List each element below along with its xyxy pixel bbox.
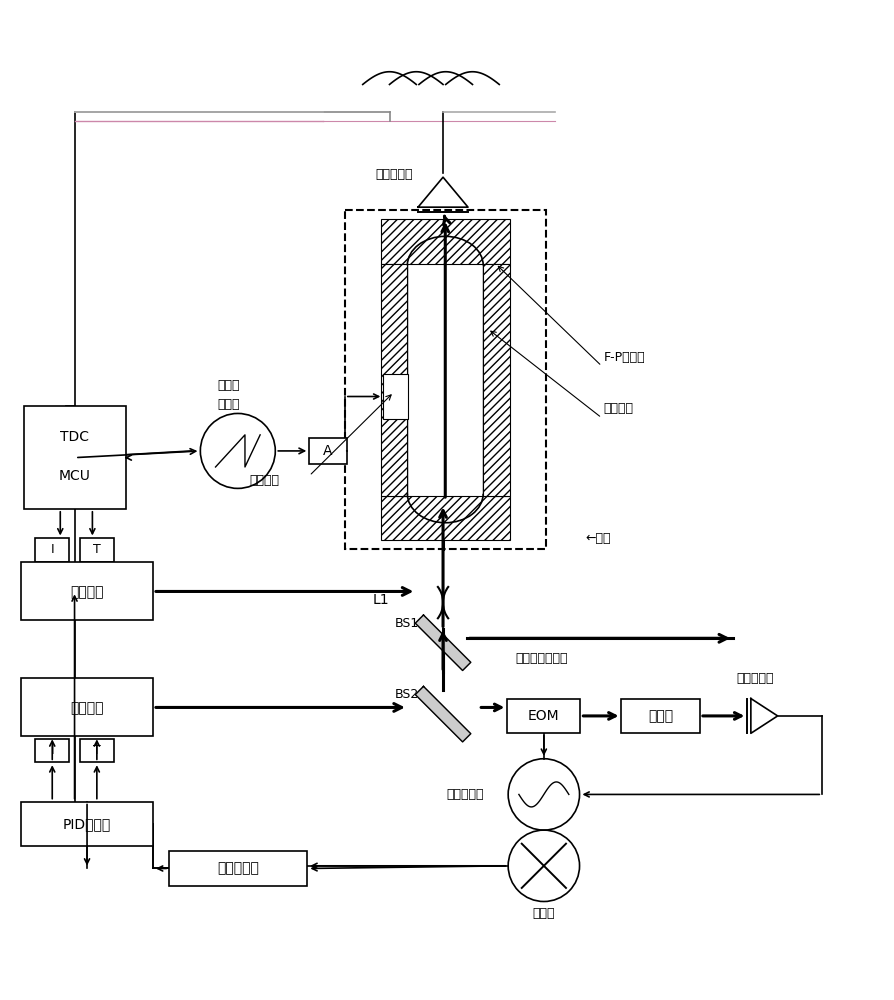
Text: ←光阑: ←光阑 (586, 532, 611, 545)
Text: EOM: EOM (527, 709, 559, 723)
Bar (23, 406, 126, 509)
Bar (21, 802, 153, 846)
Text: 本地振荡器: 本地振荡器 (446, 788, 484, 801)
Text: 从激光器: 从激光器 (71, 585, 104, 599)
Text: 低通滤波器: 低通滤波器 (216, 861, 258, 875)
Text: 锯齿波: 锯齿波 (217, 379, 240, 392)
Bar (380, 496, 510, 540)
Bar (35, 538, 69, 562)
Bar (380, 219, 510, 264)
Polygon shape (415, 615, 470, 671)
Bar (380, 264, 407, 496)
Text: PID控制器: PID控制器 (63, 817, 111, 831)
Bar (80, 739, 114, 762)
Bar (169, 851, 307, 886)
Bar (80, 538, 114, 562)
Bar (308, 438, 346, 464)
Bar (344, 210, 545, 549)
Text: I: I (50, 543, 54, 556)
Text: A: A (323, 444, 333, 458)
Text: L1: L1 (372, 593, 389, 607)
Bar (507, 699, 580, 733)
Text: F-P干涉仪: F-P干涉仪 (603, 351, 645, 364)
Text: 殷钢腔体: 殷钢腔体 (603, 402, 633, 415)
Text: 主激光器: 主激光器 (71, 701, 104, 715)
Polygon shape (750, 699, 777, 733)
Bar (35, 739, 69, 762)
Text: 气体池: 气体池 (647, 709, 672, 723)
Text: TDC: TDC (61, 430, 89, 444)
Text: T: T (93, 744, 101, 757)
Bar (21, 678, 153, 736)
Text: 发生器: 发生器 (217, 398, 240, 411)
Bar (21, 562, 153, 620)
Text: MCU: MCU (59, 469, 91, 483)
Text: T: T (93, 543, 101, 556)
Polygon shape (415, 686, 470, 742)
Bar (383, 374, 408, 419)
Text: 混频器: 混频器 (532, 907, 554, 920)
Text: I: I (50, 744, 54, 757)
Polygon shape (417, 177, 468, 207)
Text: 压电陶瓷: 压电陶瓷 (249, 474, 279, 487)
Text: BS1: BS1 (395, 617, 419, 630)
Text: BS2: BS2 (395, 688, 419, 701)
Bar (483, 264, 510, 496)
Text: 光电探测器: 光电探测器 (375, 168, 412, 181)
Text: 光电探测器: 光电探测器 (736, 672, 773, 685)
Text: 被锁定激光输出: 被锁定激光输出 (514, 652, 567, 665)
Bar (620, 699, 699, 733)
